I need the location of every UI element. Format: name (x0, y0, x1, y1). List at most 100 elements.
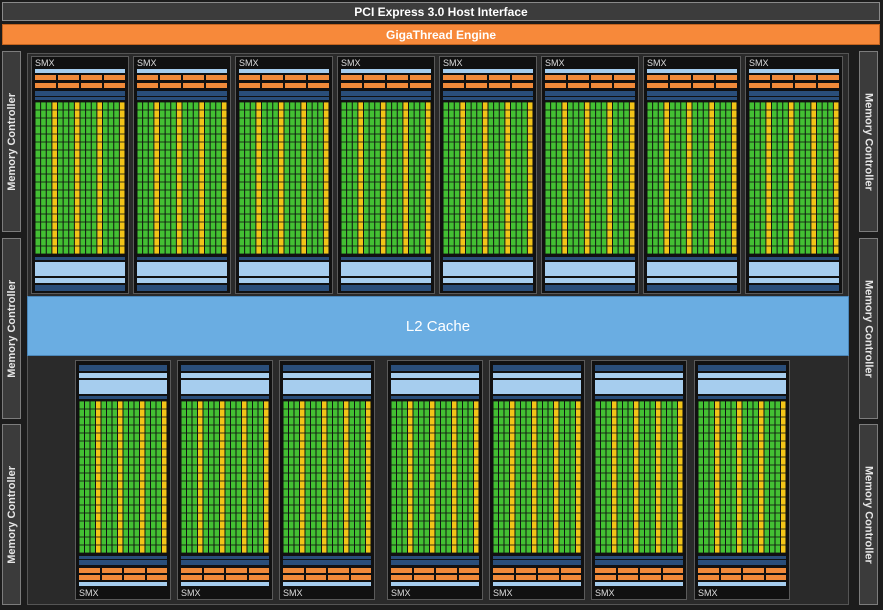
interconnect (181, 396, 269, 399)
warp-scheduler (285, 75, 306, 80)
core-area (181, 401, 269, 553)
shared-memory-l1 (181, 380, 269, 394)
warp-scheduler (283, 568, 304, 573)
interconnect (749, 257, 839, 260)
warp-scheduler (305, 568, 326, 573)
core-grid (239, 102, 329, 254)
warp-scheduler-row (341, 83, 431, 88)
smx-label: SMX (595, 588, 615, 598)
warp-scheduler (350, 575, 371, 580)
interconnect (79, 396, 167, 399)
texture-cache (595, 373, 683, 378)
warp-scheduler (818, 83, 839, 88)
smx-label: SMX (137, 58, 157, 68)
warp-scheduler (568, 83, 589, 88)
instruction-cache (341, 69, 431, 73)
warp-scheduler (146, 575, 167, 580)
register-file (698, 560, 786, 565)
warp-scheduler (391, 568, 412, 573)
memory-controller: Memory Controller (2, 51, 21, 232)
warp-scheduler (206, 75, 227, 80)
warp-scheduler (124, 575, 145, 580)
warp-scheduler (716, 83, 737, 88)
core-grid (35, 102, 125, 254)
warp-scheduler (560, 575, 581, 580)
register-file (79, 556, 167, 559)
warp-scheduler (308, 75, 329, 80)
warp-scheduler (743, 568, 764, 573)
warp-scheduler-row (443, 83, 533, 88)
warp-scheduler-row (239, 75, 329, 80)
smx-label: SMX (443, 58, 463, 68)
warp-scheduler (341, 75, 362, 80)
smx-label: SMX (698, 588, 718, 598)
smx-unit: SMX (541, 56, 639, 294)
register-file (341, 91, 431, 96)
warp-scheduler (181, 568, 202, 573)
warp-scheduler (248, 568, 269, 573)
register-file (698, 556, 786, 559)
interconnect (239, 257, 329, 260)
texture-units (181, 365, 269, 371)
texture-cache (545, 278, 635, 283)
warp-scheduler-row (391, 568, 479, 573)
warp-scheduler (640, 575, 661, 580)
register-file (283, 560, 371, 565)
smx-unit: SMX (279, 360, 375, 600)
interconnect (647, 257, 737, 260)
instruction-cache (647, 69, 737, 73)
shared-memory-l1 (79, 380, 167, 394)
warp-scheduler (285, 83, 306, 88)
warp-scheduler (35, 83, 56, 88)
interconnect (443, 257, 533, 260)
warp-scheduler (466, 75, 487, 80)
warp-scheduler (101, 568, 122, 573)
warp-scheduler (614, 75, 635, 80)
gigathread-engine: GigaThread Engine (2, 24, 880, 45)
instruction-cache (283, 582, 371, 586)
core-area (595, 401, 683, 553)
interconnect (137, 257, 227, 260)
texture-units (137, 285, 227, 291)
warp-scheduler (137, 83, 158, 88)
warp-scheduler-row (647, 75, 737, 80)
warp-scheduler (693, 75, 714, 80)
core-grid (137, 102, 227, 254)
instruction-cache (595, 582, 683, 586)
l2-cache: L2 Cache (27, 296, 849, 356)
register-file (647, 91, 737, 96)
texture-units (239, 285, 329, 291)
core-grid (493, 401, 581, 553)
warp-scheduler (58, 75, 79, 80)
warp-scheduler (489, 83, 510, 88)
smx-label: SMX (79, 588, 99, 598)
texture-units (545, 285, 635, 291)
core-area (443, 102, 533, 254)
warp-scheduler (595, 575, 616, 580)
warp-scheduler (104, 83, 125, 88)
core-area (35, 102, 125, 254)
warp-scheduler (698, 575, 719, 580)
warp-scheduler (35, 75, 56, 80)
warp-scheduler (698, 568, 719, 573)
warp-scheduler (79, 568, 100, 573)
texture-cache (239, 278, 329, 283)
warp-scheduler (693, 83, 714, 88)
shared-memory-l1 (493, 380, 581, 394)
warp-scheduler (436, 568, 457, 573)
warp-scheduler (183, 75, 204, 80)
instruction-cache (749, 69, 839, 73)
texture-units (749, 285, 839, 291)
smx-unit: SMX (337, 56, 435, 294)
warp-scheduler (101, 575, 122, 580)
warp-scheduler (772, 75, 793, 80)
memory-controller: Memory Controller (859, 424, 878, 605)
smx-unit: SMX (177, 360, 273, 600)
warp-scheduler (160, 75, 181, 80)
smx-unit: SMX (387, 360, 483, 600)
instruction-cache (79, 582, 167, 586)
memory-controller: Memory Controller (2, 238, 21, 419)
register-file (749, 91, 839, 96)
shared-memory-l1 (137, 262, 227, 276)
warp-scheduler-row (647, 83, 737, 88)
